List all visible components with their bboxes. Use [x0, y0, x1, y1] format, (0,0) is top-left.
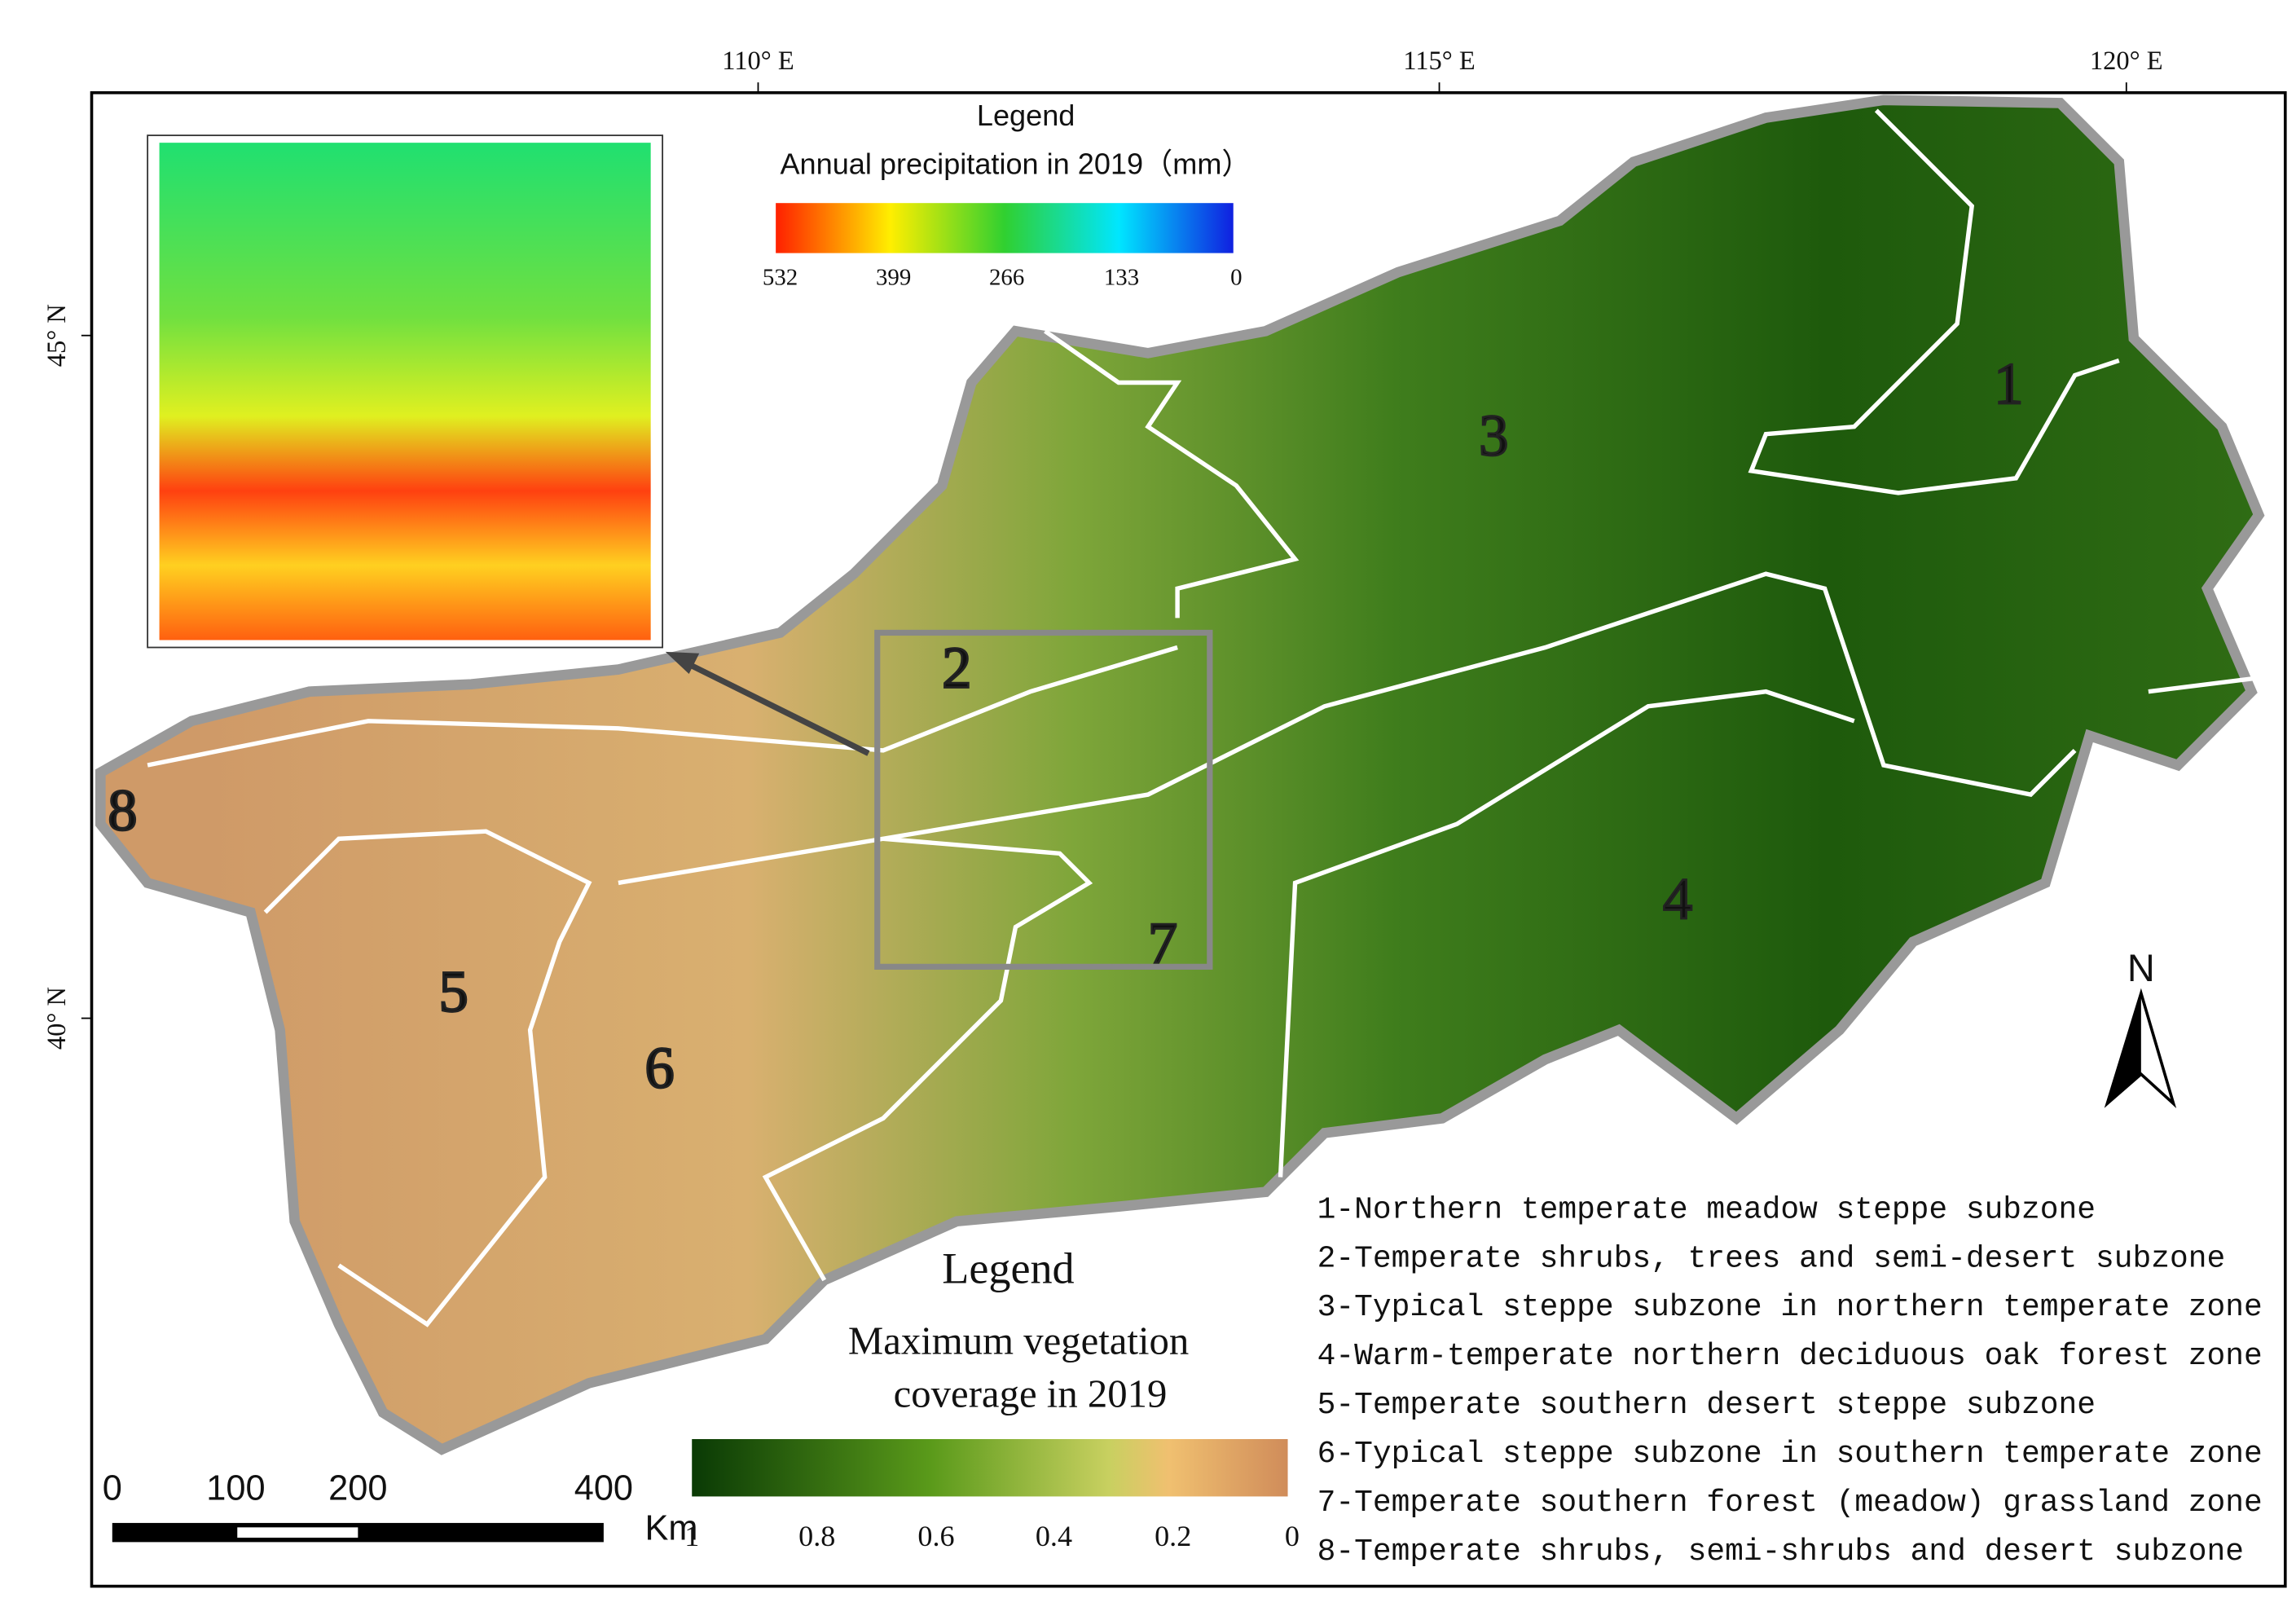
zone-number: 7 — [1148, 910, 1177, 975]
zone-number: 8 — [108, 778, 137, 843]
zone-description: 2-Temperate shrubs, trees and semi-deser… — [1317, 1241, 2226, 1276]
zone-number: 1 — [1994, 351, 2023, 416]
scale-tick-label: 200 — [328, 1469, 387, 1508]
vegetation-tick-label: 0.2 — [1155, 1520, 1191, 1552]
longitude-label: 115° E — [1403, 46, 1476, 76]
precipitation-tick-label: 0 — [1230, 265, 1242, 291]
zone-description: 3-Typical steppe subzone in northern tem… — [1317, 1290, 2263, 1325]
precipitation-legend-title: Legend — [977, 99, 1075, 132]
study-region — [95, 95, 2265, 1455]
vegetation-tick-label: 0.4 — [1036, 1520, 1072, 1552]
zone-number: 5 — [439, 959, 468, 1024]
zone-number: 2 — [942, 636, 971, 701]
vegetation-tick-label: 0.6 — [917, 1520, 954, 1552]
precipitation-tick-label: 532 — [763, 265, 798, 291]
zone-description: 1-Northern temperate meadow steppe subzo… — [1317, 1192, 2096, 1227]
scale-bar-segment — [237, 1527, 358, 1538]
zone-description: 6-Typical steppe subzone in southern tem… — [1317, 1437, 2263, 1472]
north-label: N — [2127, 947, 2155, 989]
zone-number: 3 — [1479, 403, 1508, 468]
vegetation-color-bar — [692, 1438, 1288, 1497]
vegetation-legend-title: Legend — [942, 1244, 1074, 1292]
inset-arrowhead — [665, 651, 700, 675]
zone-number: 6 — [644, 1036, 674, 1101]
vegetation-legend-subtitle: Maximum vegetation — [848, 1319, 1189, 1363]
zone-number: 4 — [1663, 866, 1692, 931]
north-arrow-half — [2107, 993, 2141, 1104]
latitude-label: 45° N — [42, 304, 72, 367]
zone-description: 7-Temperate southern forest (meadow) gra… — [1317, 1486, 2263, 1521]
inset-precipitation — [159, 143, 651, 641]
inset-arrow — [683, 659, 870, 756]
longitude-label: 120° E — [2090, 46, 2163, 76]
precipitation-tick-label: 133 — [1104, 265, 1139, 291]
precipitation-tick-label: 399 — [876, 265, 911, 291]
zone-description: 4-Warm-temperate northern deciduous oak … — [1317, 1339, 2263, 1374]
scale-unit: Km — [644, 1508, 697, 1547]
zone-description: 8-Temperate shrubs, semi-shrubs and dese… — [1317, 1534, 2244, 1569]
scale-tick-label: 100 — [206, 1469, 265, 1508]
precipitation-legend-subtitle: Annual precipitation in 2019（mm） — [780, 147, 1251, 181]
vegetation-tick-label: 0.8 — [798, 1520, 835, 1552]
longitude-label: 110° E — [722, 46, 794, 76]
map-frame — [90, 90, 2287, 1588]
scale-tick-label: 400 — [574, 1469, 633, 1508]
vegetation-tick-label: 1 — [684, 1520, 699, 1552]
precipitation-tick-label: 266 — [989, 265, 1024, 291]
scale-tick-label: 0 — [103, 1469, 122, 1508]
latitude-label: 40° N — [42, 987, 72, 1050]
zone-description: 5-Temperate southern desert steppe subzo… — [1317, 1388, 2096, 1423]
vegetation-legend-subtitle: coverage in 2019 — [894, 1372, 1168, 1416]
vegetation-tick-label: 0 — [1285, 1520, 1300, 1552]
precipitation-color-bar — [776, 203, 1234, 253]
study-box — [874, 629, 1213, 970]
